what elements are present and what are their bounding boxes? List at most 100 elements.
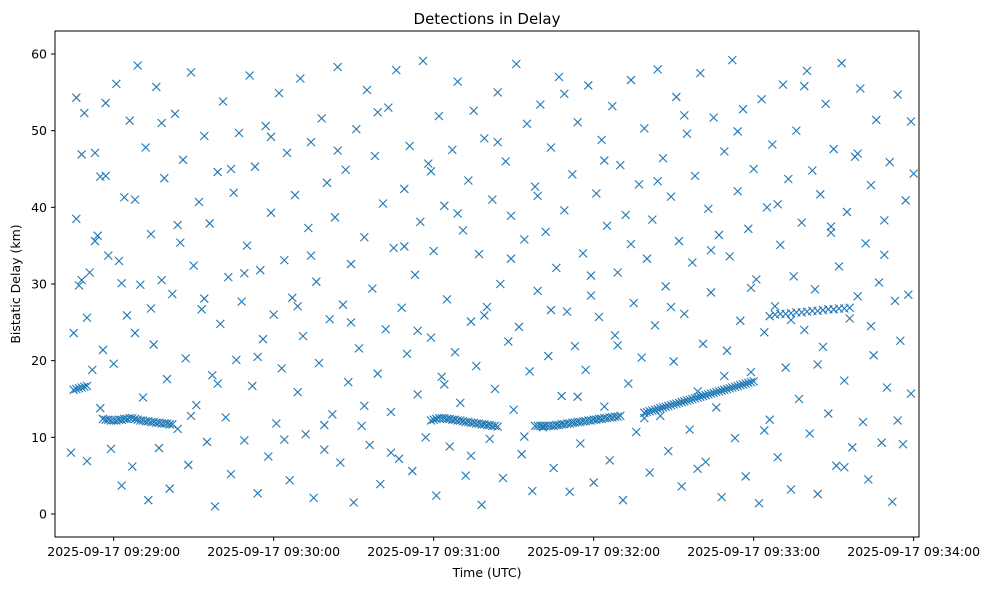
data-point xyxy=(671,399,681,408)
data-point xyxy=(381,324,391,334)
data-point xyxy=(218,97,228,106)
data-point xyxy=(82,313,92,323)
data-point xyxy=(655,403,665,413)
data-point xyxy=(525,367,535,376)
data-point xyxy=(447,145,457,155)
data-point xyxy=(757,94,767,104)
data-point xyxy=(882,383,892,392)
data-point xyxy=(319,420,329,430)
data-point xyxy=(759,327,769,337)
data-point xyxy=(858,417,868,427)
data-point xyxy=(749,376,759,386)
data-point xyxy=(493,422,503,431)
data-point xyxy=(709,113,719,123)
data-point xyxy=(183,460,193,470)
data-point xyxy=(253,352,263,362)
data-point xyxy=(895,336,905,346)
data-point xyxy=(199,131,209,141)
data-point xyxy=(575,439,585,448)
data-point xyxy=(461,471,471,481)
data-point xyxy=(71,384,81,394)
data-point xyxy=(831,461,841,471)
data-point xyxy=(66,448,76,458)
data-point xyxy=(423,159,433,169)
data-point xyxy=(842,207,852,217)
data-point xyxy=(541,227,551,237)
data-point xyxy=(341,165,351,175)
data-point xyxy=(282,148,292,158)
data-point xyxy=(637,353,647,362)
data-point xyxy=(226,469,236,479)
data-point xyxy=(629,298,639,308)
data-point xyxy=(765,311,775,321)
data-point xyxy=(565,487,575,497)
data-point xyxy=(578,248,588,258)
data-point xyxy=(639,413,649,423)
data-point xyxy=(74,281,84,290)
data-point xyxy=(221,413,231,422)
x-tick-label: 2025-09-17 09:30:00 xyxy=(207,544,340,559)
data-point xyxy=(303,223,313,233)
data-point xyxy=(794,394,804,404)
data-point xyxy=(866,180,876,190)
data-point xyxy=(231,355,241,365)
data-point xyxy=(669,357,679,366)
data-point xyxy=(586,291,596,300)
data-point xyxy=(87,365,97,375)
data-point xyxy=(194,197,204,207)
data-point xyxy=(618,495,628,505)
data-point xyxy=(439,380,449,389)
data-point xyxy=(346,259,356,269)
data-point xyxy=(783,174,793,184)
data-point xyxy=(399,184,409,194)
data-point xyxy=(506,254,516,264)
data-point xyxy=(717,492,727,502)
data-point xyxy=(365,440,375,450)
data-point xyxy=(122,311,132,320)
data-point xyxy=(666,302,676,312)
data-point xyxy=(77,275,87,285)
x-tick-label: 2025-09-17 09:31:00 xyxy=(367,544,500,559)
data-point xyxy=(117,278,127,288)
y-tick-label: 30 xyxy=(31,277,47,292)
data-point xyxy=(405,141,415,151)
data-point xyxy=(413,390,423,399)
data-point xyxy=(690,393,700,403)
data-point xyxy=(613,412,623,422)
data-point xyxy=(77,383,87,392)
data-point xyxy=(445,442,455,451)
data-point xyxy=(573,117,583,127)
data-point xyxy=(551,263,561,273)
data-point xyxy=(799,81,809,91)
data-point xyxy=(730,382,740,392)
data-point xyxy=(250,162,260,172)
data-point xyxy=(853,149,863,159)
data-point xyxy=(271,419,281,428)
data-point xyxy=(119,192,129,202)
data-point xyxy=(658,153,668,163)
data-point xyxy=(717,386,727,395)
data-point xyxy=(653,404,663,414)
data-point xyxy=(517,449,527,459)
data-point xyxy=(751,275,761,284)
data-point xyxy=(175,238,185,247)
data-point xyxy=(279,435,289,445)
data-point xyxy=(530,182,540,192)
data-point xyxy=(821,99,831,109)
data-point xyxy=(701,457,711,467)
data-point xyxy=(242,241,252,251)
data-point xyxy=(165,419,175,429)
data-point xyxy=(159,173,169,183)
data-point xyxy=(818,342,828,352)
data-point xyxy=(533,286,543,296)
data-point xyxy=(863,475,873,484)
data-point xyxy=(295,74,305,83)
data-point xyxy=(439,201,449,211)
data-point xyxy=(426,166,436,176)
data-point xyxy=(613,340,623,350)
data-point xyxy=(189,261,199,270)
data-point xyxy=(421,432,431,442)
data-point xyxy=(263,452,273,461)
data-point xyxy=(690,171,700,181)
data-point xyxy=(661,281,671,291)
